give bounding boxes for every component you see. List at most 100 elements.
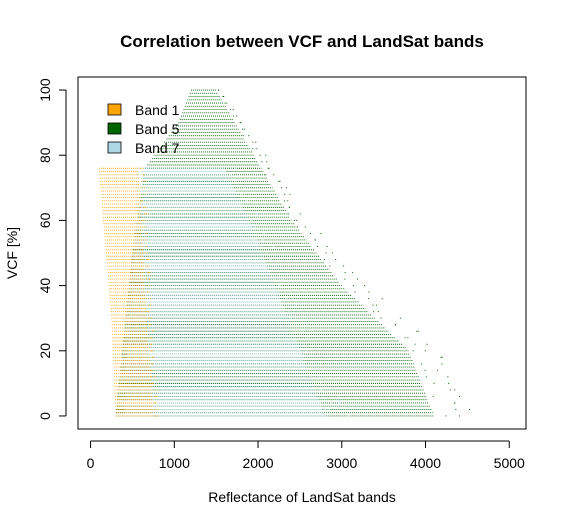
outlier-point-band-5 [240,122,242,124]
outlier-point-band-7 [322,382,324,384]
outlier-point-band-5 [224,102,226,104]
outlier-point-band-5 [440,356,442,358]
outlier-point-band-5 [376,304,378,306]
outlier-point-band-1 [145,213,147,215]
outlier-point-band-1 [154,415,156,417]
outlier-point-band-7 [280,265,282,267]
y-tick-label: 100 [37,78,53,102]
outlier-point-band-5 [414,343,416,345]
outlier-point-band-7 [277,259,279,261]
outlier-point-band-7 [275,265,277,267]
y-tick-label: 20 [37,343,53,359]
outlier-point-band-7 [269,252,271,254]
outlier-point-band-5 [265,174,267,176]
outlier-point-band-5 [267,167,269,169]
outlier-point-band-5 [421,363,423,365]
outlier-point-band-1 [146,311,148,313]
outlier-point-band-1 [147,265,149,267]
outlier-point-band-1 [151,350,153,352]
outlier-point-band-7 [246,200,248,202]
x-tick-label: 1000 [159,455,190,471]
outlier-point-band-1 [151,369,153,371]
outlier-point-band-1 [150,317,152,319]
outlier-point-band-7 [280,285,282,287]
outlier-point-band-7 [269,259,271,261]
outlier-point-band-5 [248,135,250,137]
outlier-point-band-1 [143,206,145,208]
outlier-point-band-5 [469,408,471,410]
outlier-point-band-1 [141,200,143,202]
outlier-point-band-7 [294,304,296,306]
outlier-point-band-5 [281,187,283,189]
outlier-point-band-7 [254,226,256,228]
outlier-point-band-1 [147,291,149,293]
outlier-point-band-1 [143,187,145,189]
y-tick-label: 80 [37,147,53,163]
outlier-point-band-5 [455,408,457,410]
outlier-point-band-1 [150,298,152,300]
outlier-point-band-7 [338,402,340,404]
outlier-point-band-5 [242,135,244,137]
outlier-point-band-5 [458,415,460,417]
outlier-point-band-5 [416,330,418,332]
outlier-point-band-1 [149,324,151,326]
outlier-point-band-1 [152,356,154,358]
outlier-point-band-5 [299,213,301,215]
outlier-point-band-5 [296,219,298,221]
outlier-point-band-1 [148,278,150,280]
outlier-point-band-5 [329,265,331,267]
outlier-point-band-5 [304,226,306,228]
outlier-point-band-1 [147,272,149,274]
outlier-point-band-5 [309,232,311,234]
outlier-point-band-5 [432,395,434,397]
outlier-point-band-1 [150,343,152,345]
outlier-point-band-1 [150,324,152,326]
outlier-point-band-5 [449,389,451,391]
outlier-point-band-5 [296,226,298,228]
outlier-point-band-1 [148,285,150,287]
outlier-point-band-5 [372,304,374,306]
outlier-point-band-5 [436,369,438,371]
outlier-point-band-7 [325,369,327,371]
outlier-point-band-1 [150,376,152,378]
outlier-point-band-7 [248,193,250,195]
outlier-point-band-7 [251,219,253,221]
series-band-5 [115,89,471,417]
outlier-point-band-7 [261,245,263,247]
outlier-point-band-5 [412,350,414,352]
y-axis: 0 20 40 60 80 100 [37,78,67,420]
outlier-point-band-7 [285,298,287,300]
outlier-point-band-7 [290,304,292,306]
outlier-point-band-5 [459,395,461,397]
outlier-point-band-7 [289,317,291,319]
outlier-point-band-5 [335,259,337,261]
legend-swatch [107,141,122,154]
outlier-point-band-5 [447,376,449,378]
outlier-point-band-1 [142,167,144,169]
outlier-point-band-1 [141,187,143,189]
outlier-point-band-7 [324,395,326,397]
outlier-point-band-7 [273,245,275,247]
outlier-point-band-7 [310,376,312,378]
outlier-point-band-1 [145,219,147,221]
outlier-point-band-1 [145,232,147,234]
outlier-point-band-7 [281,272,283,274]
outlier-point-band-5 [357,278,359,280]
y-tick-label: 0 [37,412,53,420]
y-tick-label: 40 [37,278,53,294]
outlier-point-band-1 [143,219,145,221]
outlier-point-band-7 [333,389,335,391]
outlier-point-band-5 [407,337,409,339]
outlier-point-band-5 [252,148,254,150]
outlier-point-band-5 [368,291,370,293]
outlier-point-band-1 [150,304,152,306]
outlier-point-band-7 [278,285,280,287]
outlier-point-band-1 [156,415,158,417]
outlier-point-band-1 [156,408,158,410]
outlier-point-band-5 [364,285,366,287]
outlier-point-band-5 [424,350,426,352]
outlier-point-band-1 [152,382,154,384]
outlier-point-band-5 [320,232,322,234]
outlier-point-band-1 [145,278,147,280]
